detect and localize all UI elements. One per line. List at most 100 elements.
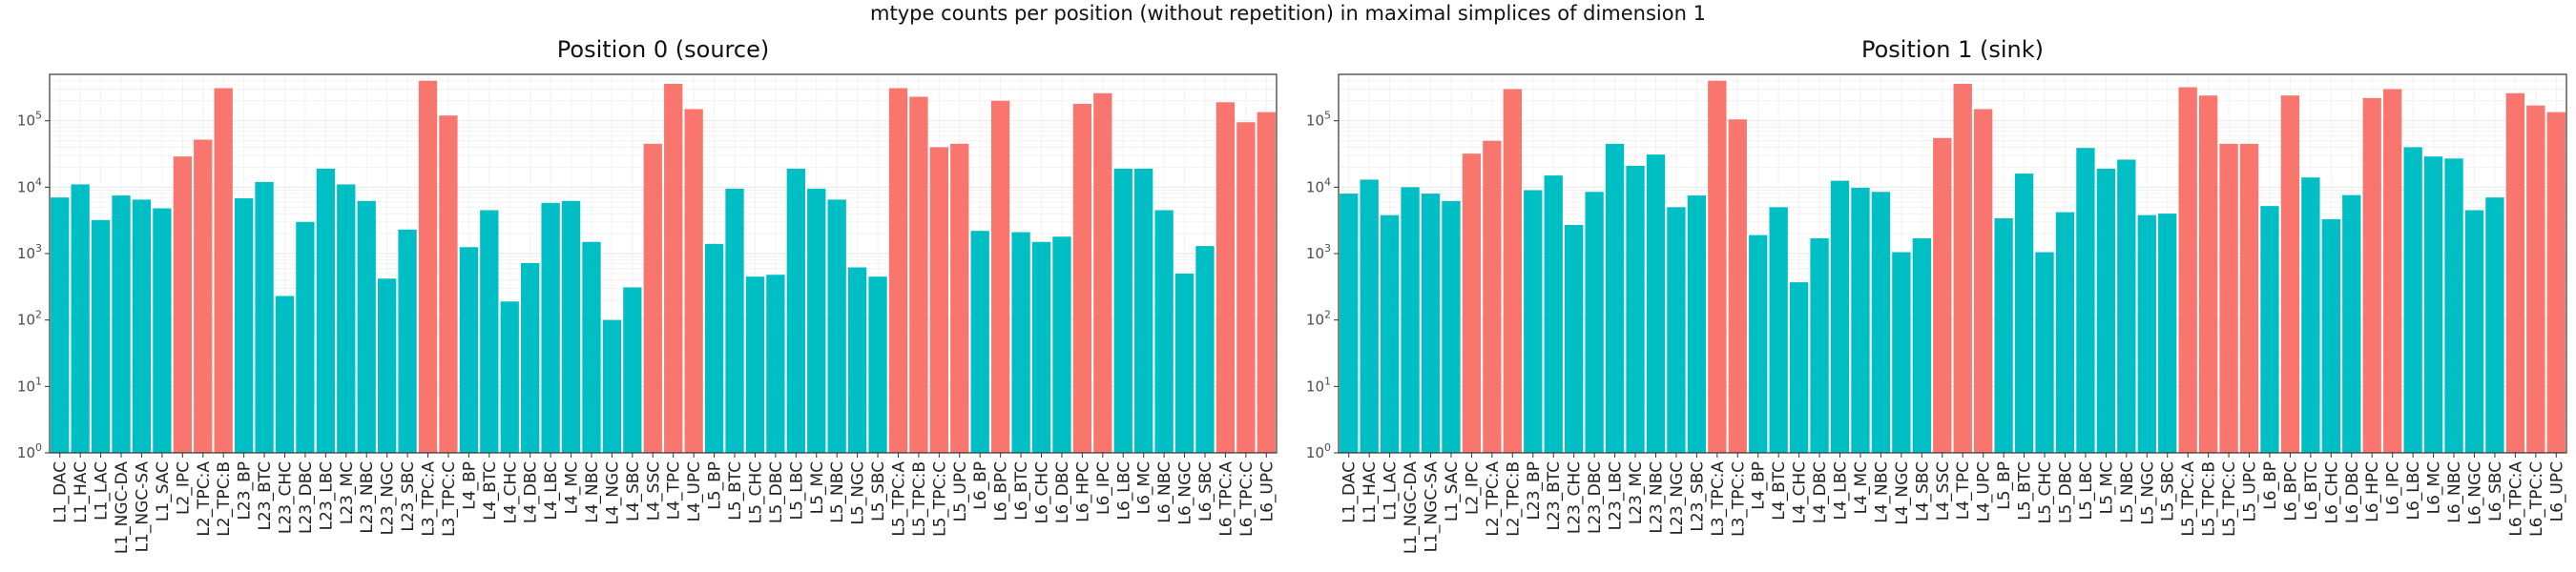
bar — [316, 168, 335, 454]
bar — [398, 229, 417, 453]
x-tick-label: L6_DBC — [2343, 461, 2362, 523]
x-tick-label: L5_MC — [808, 461, 827, 514]
bar — [1052, 236, 1071, 453]
x-tick-label: L5_TPC:B — [910, 461, 929, 537]
bar — [1195, 246, 1215, 453]
chart-panel-0: Position 0 (source) 100 101 102 103 104 105 L1_… — [17, 36, 1278, 554]
x-tick-label: L5_NGC — [849, 461, 868, 525]
x-tick-label: L4_TPC — [665, 461, 684, 520]
x-tick-label: L5_UPC — [951, 461, 970, 521]
x-tick-label: L5_TPC:C — [930, 461, 949, 537]
x-tick-label: L5_TPC:A — [889, 461, 908, 537]
bar — [991, 100, 1010, 453]
bar — [1646, 154, 1666, 453]
x-tick-label: L4_NBC — [583, 461, 602, 523]
x-tick-label: L23_NGC — [379, 461, 398, 535]
bar — [1687, 195, 1707, 453]
bar — [827, 199, 846, 453]
bar — [2158, 214, 2177, 453]
bar — [745, 276, 765, 453]
x-tick-label: L6_BPC — [2281, 461, 2300, 521]
x-tick-label: L1_NGC-DA — [113, 461, 132, 554]
x-tick-label: L5_BP — [706, 461, 725, 510]
x-tick-label: L1_HAC — [72, 461, 91, 523]
x-tick-label: L4_CHC — [501, 461, 520, 523]
x-tick-label: L4_SSC — [644, 461, 663, 521]
x-tick-label: L6_IPC — [1094, 461, 1113, 515]
bar — [2464, 210, 2484, 453]
bar — [1728, 119, 1747, 453]
bar — [2219, 143, 2238, 454]
bar — [1912, 237, 1931, 453]
x-tick-label: L6_HPC — [1073, 461, 1092, 522]
bar — [1585, 192, 1604, 453]
bar — [643, 143, 662, 454]
bar — [970, 231, 989, 453]
bar — [2505, 92, 2525, 453]
x-tick-label: L6_MC — [1135, 461, 1154, 514]
bar — [1442, 200, 1461, 454]
bar — [1421, 194, 1441, 454]
x-tick-label: L5_LBC — [787, 461, 806, 521]
x-tick-label: L3_TPC:A — [1709, 461, 1728, 537]
bar — [909, 96, 928, 454]
x-tick-label: L5_NBC — [828, 461, 847, 523]
bar — [153, 208, 172, 453]
x-tick-label: L4_DBC — [522, 461, 541, 523]
y-tick-label: 100 — [17, 441, 42, 461]
x-tick-label: L6_UPC — [2547, 461, 2566, 521]
bar — [725, 188, 744, 453]
x-tick-label: L6_UPC — [1257, 461, 1277, 521]
bar — [868, 276, 887, 453]
bar — [1093, 92, 1112, 453]
bar — [173, 156, 192, 453]
bar — [1708, 80, 1727, 453]
x-tick-label: L23_DBC — [1586, 461, 1605, 534]
bar — [1667, 207, 1686, 453]
bar — [2342, 194, 2361, 453]
x-tick-label: L4_LBC — [1832, 461, 1851, 521]
y-tick-label: 101 — [1306, 375, 1331, 395]
x-tick-label: L23_BP — [236, 461, 255, 521]
x-tick-label: L5_BTC — [2016, 461, 2035, 521]
bar — [2239, 143, 2259, 454]
bar — [2423, 156, 2443, 453]
x-tick-label: L6_HPC — [2363, 461, 2382, 522]
bar — [2014, 174, 2034, 454]
bar — [786, 168, 805, 454]
bar — [234, 198, 254, 453]
bar — [459, 247, 479, 453]
bar — [296, 221, 315, 453]
x-tick-label: L6_NGC — [1176, 461, 1195, 525]
bar — [929, 147, 948, 453]
bar — [132, 199, 152, 453]
x-tick-label: L4_NGC — [603, 461, 622, 525]
x-tick-label: L4_BP — [460, 461, 479, 510]
x-tick-label: L1_NGC-DA — [1402, 461, 1421, 554]
x-tick-label: L6_LBC — [1114, 461, 1133, 521]
x-tick-label: L3_TPC:C — [1729, 461, 1748, 537]
x-tick-label: L23_BTC — [256, 461, 275, 531]
bar — [2321, 218, 2340, 453]
x-tick-label: L5_NBC — [2118, 461, 2137, 523]
x-tick-label: L6_DBC — [1053, 461, 1072, 523]
bar — [521, 262, 540, 453]
x-tick-label: L4_TPC — [1954, 461, 1973, 520]
y-tick-label: 104 — [17, 175, 42, 195]
x-tick-label: L23_NGC — [1668, 461, 1687, 535]
x-tick-label: L6_IPC — [2384, 461, 2403, 515]
bar — [1749, 235, 1768, 453]
bar — [1892, 252, 1911, 453]
x-tick-label: L3_TPC:C — [440, 461, 459, 537]
x-tick-label: L6_CHC — [1033, 461, 1052, 523]
x-tick-label: L4_MC — [563, 461, 582, 514]
bar — [1483, 140, 1502, 453]
x-tick-label: L23_CHC — [276, 461, 295, 534]
x-tick-label: L5_BTC — [726, 461, 745, 521]
x-tick-label: L23_BP — [1525, 461, 1544, 521]
x-tick-label: L2_TPC:A — [1484, 461, 1503, 537]
bar — [1544, 175, 1563, 453]
x-tick-label: L2_IPC — [174, 461, 193, 515]
bar — [1524, 190, 1543, 453]
